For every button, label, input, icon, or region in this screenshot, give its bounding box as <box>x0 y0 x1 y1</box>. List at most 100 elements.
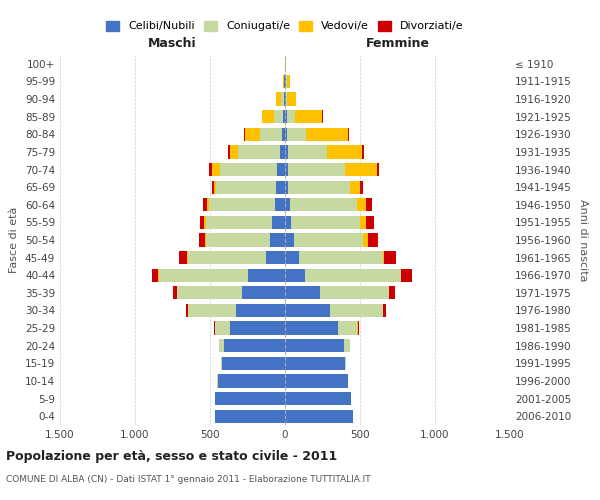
Bar <box>214 180 216 194</box>
Bar <box>285 75 286 88</box>
Bar <box>285 180 288 194</box>
Bar <box>287 128 306 141</box>
Bar <box>245 128 260 141</box>
Bar <box>260 128 282 141</box>
Bar <box>221 356 222 370</box>
Bar <box>291 216 360 229</box>
Bar <box>286 92 287 106</box>
Bar <box>306 128 348 141</box>
Text: Femmine: Femmine <box>365 36 430 50</box>
Bar <box>357 322 358 334</box>
Bar <box>358 322 359 334</box>
Bar <box>287 92 296 106</box>
Bar <box>187 304 235 317</box>
Bar <box>205 216 271 229</box>
Legend: Celibi/Nubili, Coniugati/e, Vedovi/e, Divorziati/e: Celibi/Nubili, Coniugati/e, Vedovi/e, Di… <box>102 16 468 36</box>
Bar <box>366 198 372 211</box>
Bar <box>215 410 285 423</box>
Bar <box>285 216 291 229</box>
Bar <box>203 198 207 211</box>
Bar <box>209 163 212 176</box>
Bar <box>219 339 223 352</box>
Bar <box>285 286 320 300</box>
Bar <box>220 163 277 176</box>
Bar <box>179 251 187 264</box>
Bar <box>262 110 274 124</box>
Bar <box>248 268 285 282</box>
Bar <box>229 146 238 158</box>
Bar <box>345 356 346 370</box>
Bar <box>186 304 187 317</box>
Bar <box>283 75 284 88</box>
Bar <box>285 234 294 246</box>
Bar <box>270 234 285 246</box>
Text: COMUNE DI ALBA (CN) - Dati ISTAT 1° gennaio 2011 - Elaborazione TUTTITALIA.IT: COMUNE DI ALBA (CN) - Dati ISTAT 1° genn… <box>6 475 371 484</box>
Bar <box>218 374 285 388</box>
Bar <box>215 392 285 405</box>
Bar <box>285 128 287 141</box>
Bar <box>228 146 229 158</box>
Bar <box>223 339 285 352</box>
Bar <box>322 110 323 124</box>
Bar <box>212 163 220 176</box>
Bar <box>287 110 295 124</box>
Bar <box>283 110 285 124</box>
Bar <box>349 339 350 352</box>
Bar <box>288 146 327 158</box>
Bar <box>284 75 285 88</box>
Bar <box>215 322 229 334</box>
Bar <box>377 163 379 176</box>
Bar <box>285 392 351 405</box>
Bar <box>285 374 348 388</box>
Bar <box>345 163 377 176</box>
Bar <box>241 286 285 300</box>
Bar <box>207 198 209 211</box>
Bar <box>285 339 343 352</box>
Bar <box>285 410 353 423</box>
Bar <box>360 180 363 194</box>
Bar <box>244 128 245 141</box>
Bar <box>363 234 367 246</box>
Bar <box>357 198 366 211</box>
Bar <box>294 234 363 246</box>
Bar <box>287 75 290 88</box>
Bar <box>152 268 158 282</box>
Bar <box>280 146 285 158</box>
Bar <box>281 92 284 106</box>
Bar <box>285 251 299 264</box>
Bar <box>276 180 285 194</box>
Bar <box>299 251 383 264</box>
Bar <box>288 163 345 176</box>
Bar <box>285 268 305 282</box>
Bar <box>285 146 288 158</box>
Bar <box>229 322 285 334</box>
Bar <box>282 128 285 141</box>
Bar <box>177 286 241 300</box>
Bar <box>277 92 281 106</box>
Bar <box>205 234 270 246</box>
Bar <box>285 198 290 211</box>
Bar <box>199 216 204 229</box>
Bar <box>173 286 177 300</box>
Bar <box>284 92 285 106</box>
Y-axis label: Anni di nascita: Anni di nascita <box>578 198 588 281</box>
Bar <box>285 356 345 370</box>
Bar <box>348 128 349 141</box>
Bar <box>285 92 286 106</box>
Bar <box>275 198 285 211</box>
Bar <box>235 304 285 317</box>
Bar <box>285 110 287 124</box>
Bar <box>285 304 330 317</box>
Bar <box>204 216 205 229</box>
Bar <box>383 251 384 264</box>
Bar <box>274 110 283 124</box>
Bar <box>401 268 412 282</box>
Bar <box>277 163 285 176</box>
Bar <box>285 163 288 176</box>
Text: Maschi: Maschi <box>148 36 197 50</box>
Bar <box>238 146 280 158</box>
Bar <box>199 234 205 246</box>
Bar <box>295 110 322 124</box>
Bar <box>222 356 285 370</box>
Bar <box>327 146 361 158</box>
